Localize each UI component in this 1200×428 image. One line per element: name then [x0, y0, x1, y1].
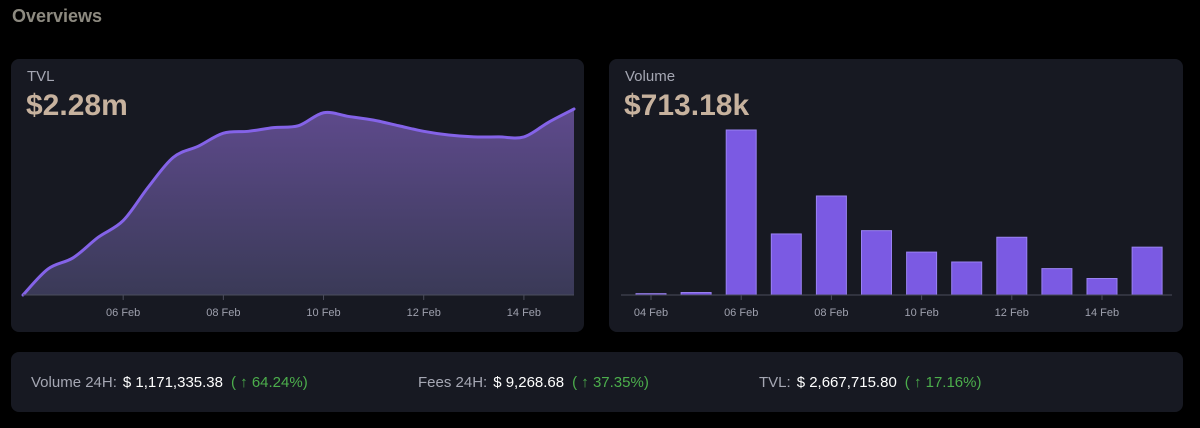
tvl-area-fill [23, 109, 574, 295]
tvl-chart-card: TVL $2.28m 06 Feb 08 Feb 10 Feb 12 Feb 14 Fe… [11, 59, 584, 332]
stat-value: $ 2,667,715.80 [796, 374, 897, 391]
stat-label: Volume 24H: [31, 374, 117, 391]
x-tick-label: 12 Feb [407, 307, 441, 319]
x-tick-label: 06 Feb [106, 307, 140, 319]
stat-change: ( ↑ 37.35%) [572, 374, 649, 391]
volume-bar[interactable] [725, 129, 757, 296]
tvl-label: TVL [27, 68, 55, 85]
x-tick-label: 10 Feb [306, 307, 340, 319]
x-tick-label: 08 Feb [814, 307, 848, 319]
volume-bar[interactable] [1041, 268, 1073, 296]
stat-label: Fees 24H: [418, 374, 488, 391]
volume-bar[interactable] [906, 251, 938, 296]
volume-bar[interactable] [770, 233, 802, 296]
volume-bar[interactable] [815, 195, 847, 296]
x-tick-label: 14 Feb [507, 307, 541, 319]
x-tick-label: 08 Feb [206, 307, 240, 319]
volume-label: Volume [625, 68, 676, 85]
stat-fees-24h: Fees 24H: $ 9,268.68 ( ↑ 37.35%) [418, 374, 649, 391]
volume-bar-chart[interactable]: 04 Feb 06 Feb 08 Feb 10 Feb 12 Feb 14 Feb [609, 59, 1183, 332]
page-title: Overviews [12, 6, 103, 26]
stat-change: ( ↑ 64.24%) [230, 374, 308, 391]
stat-label: TVL: [759, 374, 791, 391]
tvl-area-chart[interactable]: 06 Feb 08 Feb 10 Feb 12 Feb 14 Feb [11, 59, 584, 332]
volume-bar[interactable] [861, 230, 892, 296]
stat-value: $ 1,171,335.38 [122, 374, 223, 391]
x-tick-label: 14 Feb [1085, 307, 1119, 319]
volume-value: $713.18k [624, 89, 750, 122]
volume-bar[interactable] [1131, 246, 1163, 296]
stat-volume-24h: Volume 24H: $ 1,171,335.38 ( ↑ 64.24%) [31, 374, 308, 391]
x-tick-label: 04 Feb [634, 307, 668, 319]
tvl-value: $2.28m [26, 89, 128, 122]
stat-value: $ 9,268.68 [493, 374, 565, 391]
volume-chart-card: Volume $713.18k 04 Feb 06 Feb 08 Feb 10 Feb… [609, 59, 1183, 332]
volume-bar[interactable] [996, 236, 1028, 296]
stat-tvl: TVL: $ 2,667,715.80 ( ↑ 17.16%) [759, 374, 981, 391]
x-tick-label: 10 Feb [904, 307, 938, 319]
stats-bar: Volume 24H: $ 1,171,335.38 ( ↑ 64.24%) Fee… [11, 352, 1183, 412]
volume-bar[interactable] [1086, 278, 1118, 296]
tvl-series-line [21, 107, 576, 297]
stat-change: ( ↑ 17.16%) [904, 374, 982, 391]
x-tick-label: 06 Feb [724, 307, 758, 319]
volume-bar[interactable] [951, 261, 983, 296]
x-tick-label: 12 Feb [995, 307, 1029, 319]
